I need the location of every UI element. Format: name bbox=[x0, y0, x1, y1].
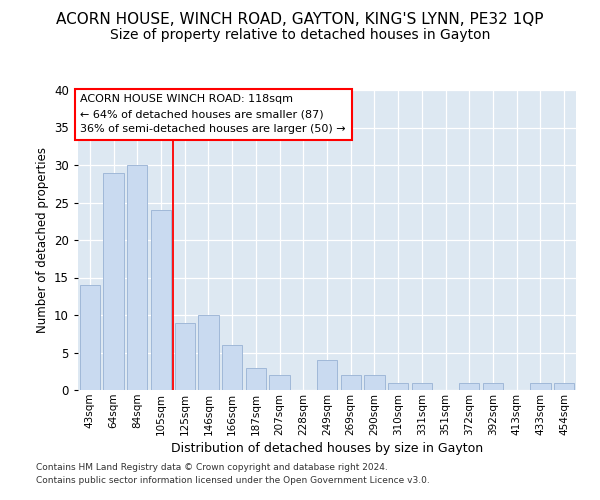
Text: Size of property relative to detached houses in Gayton: Size of property relative to detached ho… bbox=[110, 28, 490, 42]
Bar bbox=[246, 368, 266, 390]
Bar bbox=[388, 382, 408, 390]
X-axis label: Distribution of detached houses by size in Gayton: Distribution of detached houses by size … bbox=[171, 442, 483, 455]
Text: Contains public sector information licensed under the Open Government Licence v3: Contains public sector information licen… bbox=[36, 476, 430, 485]
Text: ACORN HOUSE WINCH ROAD: 118sqm
← 64% of detached houses are smaller (87)
36% of : ACORN HOUSE WINCH ROAD: 118sqm ← 64% of … bbox=[80, 94, 346, 134]
Text: ACORN HOUSE, WINCH ROAD, GAYTON, KING'S LYNN, PE32 1QP: ACORN HOUSE, WINCH ROAD, GAYTON, KING'S … bbox=[56, 12, 544, 28]
Bar bbox=[269, 375, 290, 390]
Bar bbox=[364, 375, 385, 390]
Bar bbox=[483, 382, 503, 390]
Bar bbox=[317, 360, 337, 390]
Bar bbox=[412, 382, 432, 390]
Bar bbox=[127, 165, 148, 390]
Bar bbox=[459, 382, 479, 390]
Bar bbox=[151, 210, 171, 390]
Bar bbox=[103, 172, 124, 390]
Bar bbox=[341, 375, 361, 390]
Bar bbox=[530, 382, 551, 390]
Bar bbox=[175, 322, 195, 390]
Bar bbox=[554, 382, 574, 390]
Bar bbox=[80, 285, 100, 390]
Bar bbox=[199, 315, 218, 390]
Text: Contains HM Land Registry data © Crown copyright and database right 2024.: Contains HM Land Registry data © Crown c… bbox=[36, 464, 388, 472]
Bar bbox=[222, 345, 242, 390]
Y-axis label: Number of detached properties: Number of detached properties bbox=[35, 147, 49, 333]
